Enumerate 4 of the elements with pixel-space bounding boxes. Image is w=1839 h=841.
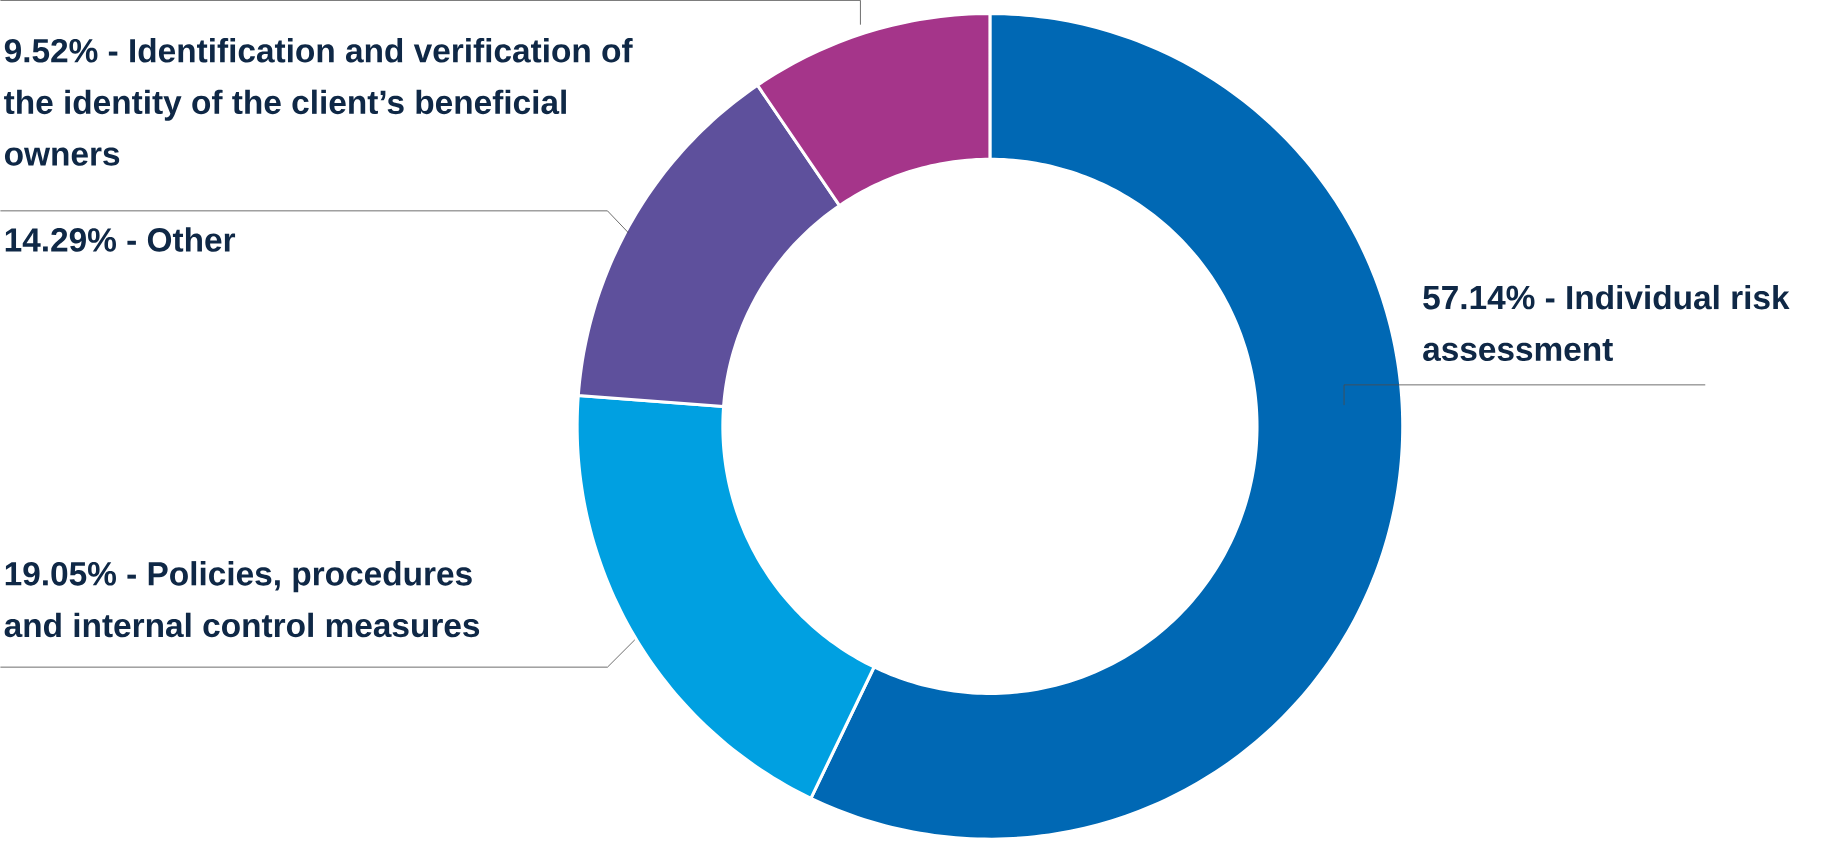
slice-label: 19.05% - Policies, procedures and internal control measures [4, 561, 480, 638]
slice-label: 57.14% - Individual risk assessment [1423, 285, 1790, 362]
slice-label: 9.52% - Identification and verification of the identity of the client’s beneficial owners [4, 38, 633, 166]
slice-label: 14.29% - Other [5, 227, 236, 252]
